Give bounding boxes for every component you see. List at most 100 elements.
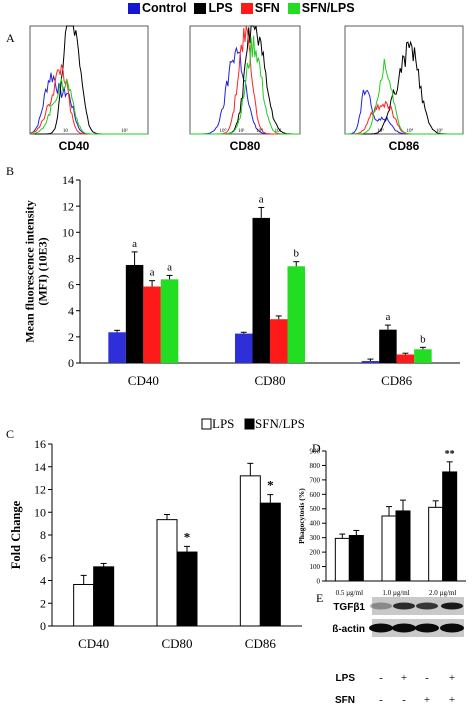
bar-sfn-lps-cd80	[287, 266, 305, 363]
blot-condition-value: +	[401, 672, 407, 684]
y-tick-label: 4	[40, 574, 46, 588]
blot-condition-value: -	[379, 694, 383, 706]
bar-sfn-lps-cd80	[176, 551, 198, 627]
histogram-tick-label: 10³	[377, 128, 384, 134]
y-tick-label: 14	[62, 173, 74, 187]
x-tick-label: 0.5 µg/ml	[336, 589, 363, 597]
panel-letter-a: A	[6, 31, 15, 45]
histogram-label: CD40	[59, 139, 90, 153]
histogram-tick-label: 10	[63, 129, 69, 134]
blot-row-label: ß-actin	[332, 624, 365, 635]
y-tick-label: 100	[310, 563, 321, 571]
panel-letter-c: C	[6, 427, 14, 441]
y-tick-label: 6	[68, 278, 74, 292]
significance-mark: *	[267, 478, 274, 493]
legend-swatch	[240, 2, 253, 14]
x-tick-label: CD80	[254, 373, 285, 388]
bar-sfn-lps-2-0--g-ml	[442, 471, 458, 582]
bar-chart-b: 0 2 4 6 8 10 12 14 Mean fluorescence intensity(M…	[22, 173, 460, 388]
x-tick-label: CD40	[78, 636, 109, 651]
histogram-curve	[190, 35, 300, 135]
significance-mark: **	[445, 449, 455, 460]
histogram-tick-label: 10⁵	[436, 128, 443, 134]
y-tick-label: 400	[310, 520, 321, 528]
y-tick-label: 0	[68, 356, 74, 370]
bar-sfn-lps-1-0--g-ml	[395, 510, 411, 582]
legend-item-0: Control	[128, 1, 186, 15]
blot-band	[441, 602, 463, 610]
y-tick-label: 10	[34, 505, 46, 519]
blot-condition-value: +	[449, 672, 455, 684]
histogram-curve	[345, 40, 463, 135]
bar-lps-2-0--g-ml	[428, 506, 444, 582]
blot-band	[415, 623, 439, 633]
y-tick-label: 10	[62, 225, 74, 239]
legend-item-2: SFN	[240, 1, 280, 15]
blot-band	[370, 602, 392, 610]
bar-lps-1-0--g-ml	[381, 515, 397, 582]
x-tick-label: CD86	[245, 636, 277, 651]
panel-letter-d: D	[312, 441, 321, 455]
histogram-tick-label: 10⁴	[256, 128, 263, 134]
x-tick-label: CD86	[381, 373, 413, 388]
y-tick-label: 12	[34, 483, 46, 497]
legend-swatch	[128, 2, 140, 14]
x-tick-label: CD40	[128, 373, 159, 388]
bar-lps-cd40	[125, 264, 144, 363]
histogram-label: CD86	[389, 139, 420, 153]
y-tick-label: 2	[40, 596, 46, 610]
blot-condition-value: +	[424, 694, 430, 706]
bar-control-cd86	[361, 361, 380, 363]
histogram-tick-label: 10²	[121, 128, 128, 134]
significance-mark: *	[184, 529, 191, 544]
legend-item-1: LPS	[194, 1, 233, 15]
histogram-tick-label: 10⁰	[219, 128, 226, 134]
histogram-frame	[344, 25, 464, 135]
y-tick-label: 900	[310, 447, 321, 455]
histogram-tick-label: 10¹	[238, 128, 245, 134]
bar-lps-cd86	[239, 475, 261, 627]
y-tick-label: 500	[310, 505, 321, 513]
histogram-cd86: 10³ 10⁴ 10⁵ CD86	[344, 25, 464, 153]
bar-lps-cd40	[73, 583, 95, 627]
bar-sfn-lps-cd86	[414, 349, 432, 363]
blot-band	[392, 623, 416, 633]
histogram-tick-label: 10⁴	[407, 128, 414, 134]
western-blot: TGFβ1 ß-actin LPS - + - + SFN - - + +	[332, 597, 464, 706]
significance-mark: a	[132, 238, 137, 250]
y-axis-label: Mean fluorescence intensity(MFI) (10E3)	[22, 200, 49, 342]
panel-letter-b: B	[6, 164, 14, 178]
y-tick-label: 2	[68, 330, 74, 344]
legend-label: LPS	[212, 416, 234, 431]
bar-sfn-cd80	[270, 319, 288, 363]
y-tick-label: 800	[310, 462, 321, 470]
legend-swatch	[287, 2, 300, 14]
y-tick-label: 0	[40, 619, 46, 633]
y-tick-label: 600	[310, 491, 321, 499]
legend-label: SFN	[254, 1, 280, 15]
blot-band	[416, 602, 438, 610]
y-tick-label: 12	[62, 199, 74, 213]
figure-legend: Control LPS SFN SFN/LPS	[128, 0, 360, 16]
histogram-tick-label: 10⁵	[275, 128, 282, 134]
legend-swatch-sfn-lps	[244, 418, 255, 430]
bar-sfn-lps-cd40	[93, 566, 115, 627]
blot-condition-value: -	[402, 694, 406, 706]
blot-condition-value: -	[379, 672, 383, 684]
y-axis-label-line: Mean fluorescence intensity	[22, 200, 36, 342]
bar-sfn-lps-0-5--g-ml	[348, 535, 364, 582]
blot-condition-value: -	[425, 672, 429, 684]
legend-swatch	[194, 2, 207, 14]
significance-mark: a	[150, 267, 155, 279]
bar-sfn-lps-cd40	[160, 279, 179, 363]
histogram-curve	[29, 78, 148, 135]
blot-band	[393, 602, 415, 610]
x-tick-label: 1.0 µg/ml	[382, 589, 409, 597]
blot-condition-value: +	[449, 694, 455, 706]
y-tick-label: 0	[317, 577, 321, 585]
significance-mark: b	[420, 333, 426, 345]
y-tick-label: 4	[68, 304, 74, 318]
bar-chart-d: 0 100 200 300 400 500 600 700 800 900 Phagocytosis…	[297, 447, 466, 597]
histogram-cd80: 10⁰ 10¹ 10⁴ 10⁵ CD80	[189, 25, 301, 153]
